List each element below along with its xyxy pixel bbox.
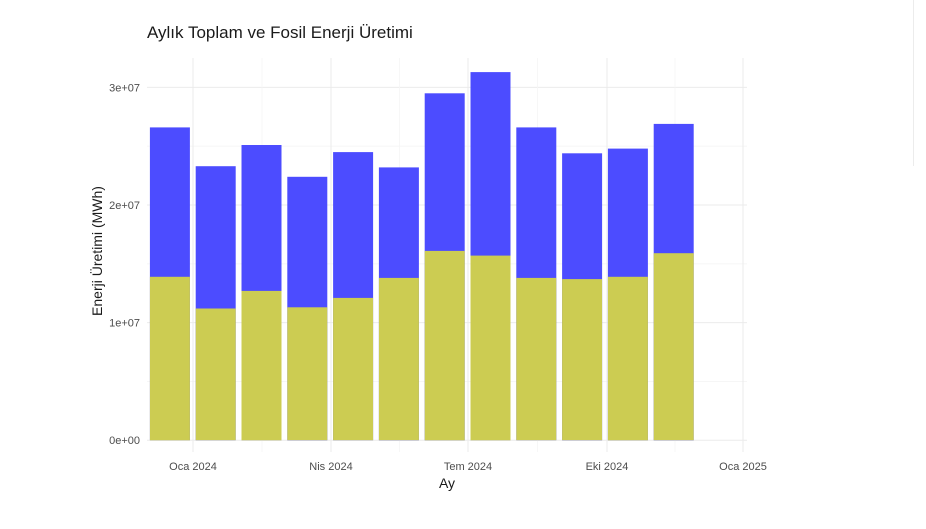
fossil-bar (195, 308, 236, 441)
fossil-bar (378, 277, 419, 441)
x-tick-label: Eki 2024 (586, 461, 629, 473)
chart-title: Aylık Toplam ve Fosil Enerji Üretimi (147, 23, 413, 42)
x-tick-label: Nis 2024 (309, 461, 352, 473)
y-tick-label: 2e+07 (109, 200, 140, 212)
y-tick-label: 0e+00 (109, 435, 140, 447)
x-axis-title: Ay (439, 475, 455, 491)
x-tick-label: Tem 2024 (444, 461, 492, 473)
fossil-series-bars (149, 250, 694, 441)
legend-cropped (920, 112, 926, 134)
y-tick-label: 3e+07 (109, 82, 140, 94)
fossil-bar (149, 276, 190, 441)
fossil-bar (424, 250, 465, 441)
fossil-bar (653, 253, 694, 441)
fossil-bar (241, 290, 282, 441)
fossil-bar (562, 279, 603, 441)
y-tick-label: 1e+07 (109, 318, 140, 330)
y-axis-title: Enerji Üretimi (MWh) (88, 186, 105, 316)
y-axis-ticks: 0e+00 1e+07 2e+07 3e+07 (109, 82, 140, 447)
fossil-bar (516, 277, 557, 441)
fossil-bar (607, 276, 648, 441)
x-axis-ticks: Oca 2024 Nis 2024 Tem 2024 Eki 2024 Oca 2025 (169, 461, 767, 473)
legend-border (913, 0, 914, 166)
fossil-bar (333, 297, 374, 441)
x-tick-label: Oca 2024 (169, 461, 217, 473)
fossil-bar (470, 255, 511, 441)
x-tick-label: Oca 2025 (719, 461, 767, 473)
fossil-bar (287, 307, 328, 441)
